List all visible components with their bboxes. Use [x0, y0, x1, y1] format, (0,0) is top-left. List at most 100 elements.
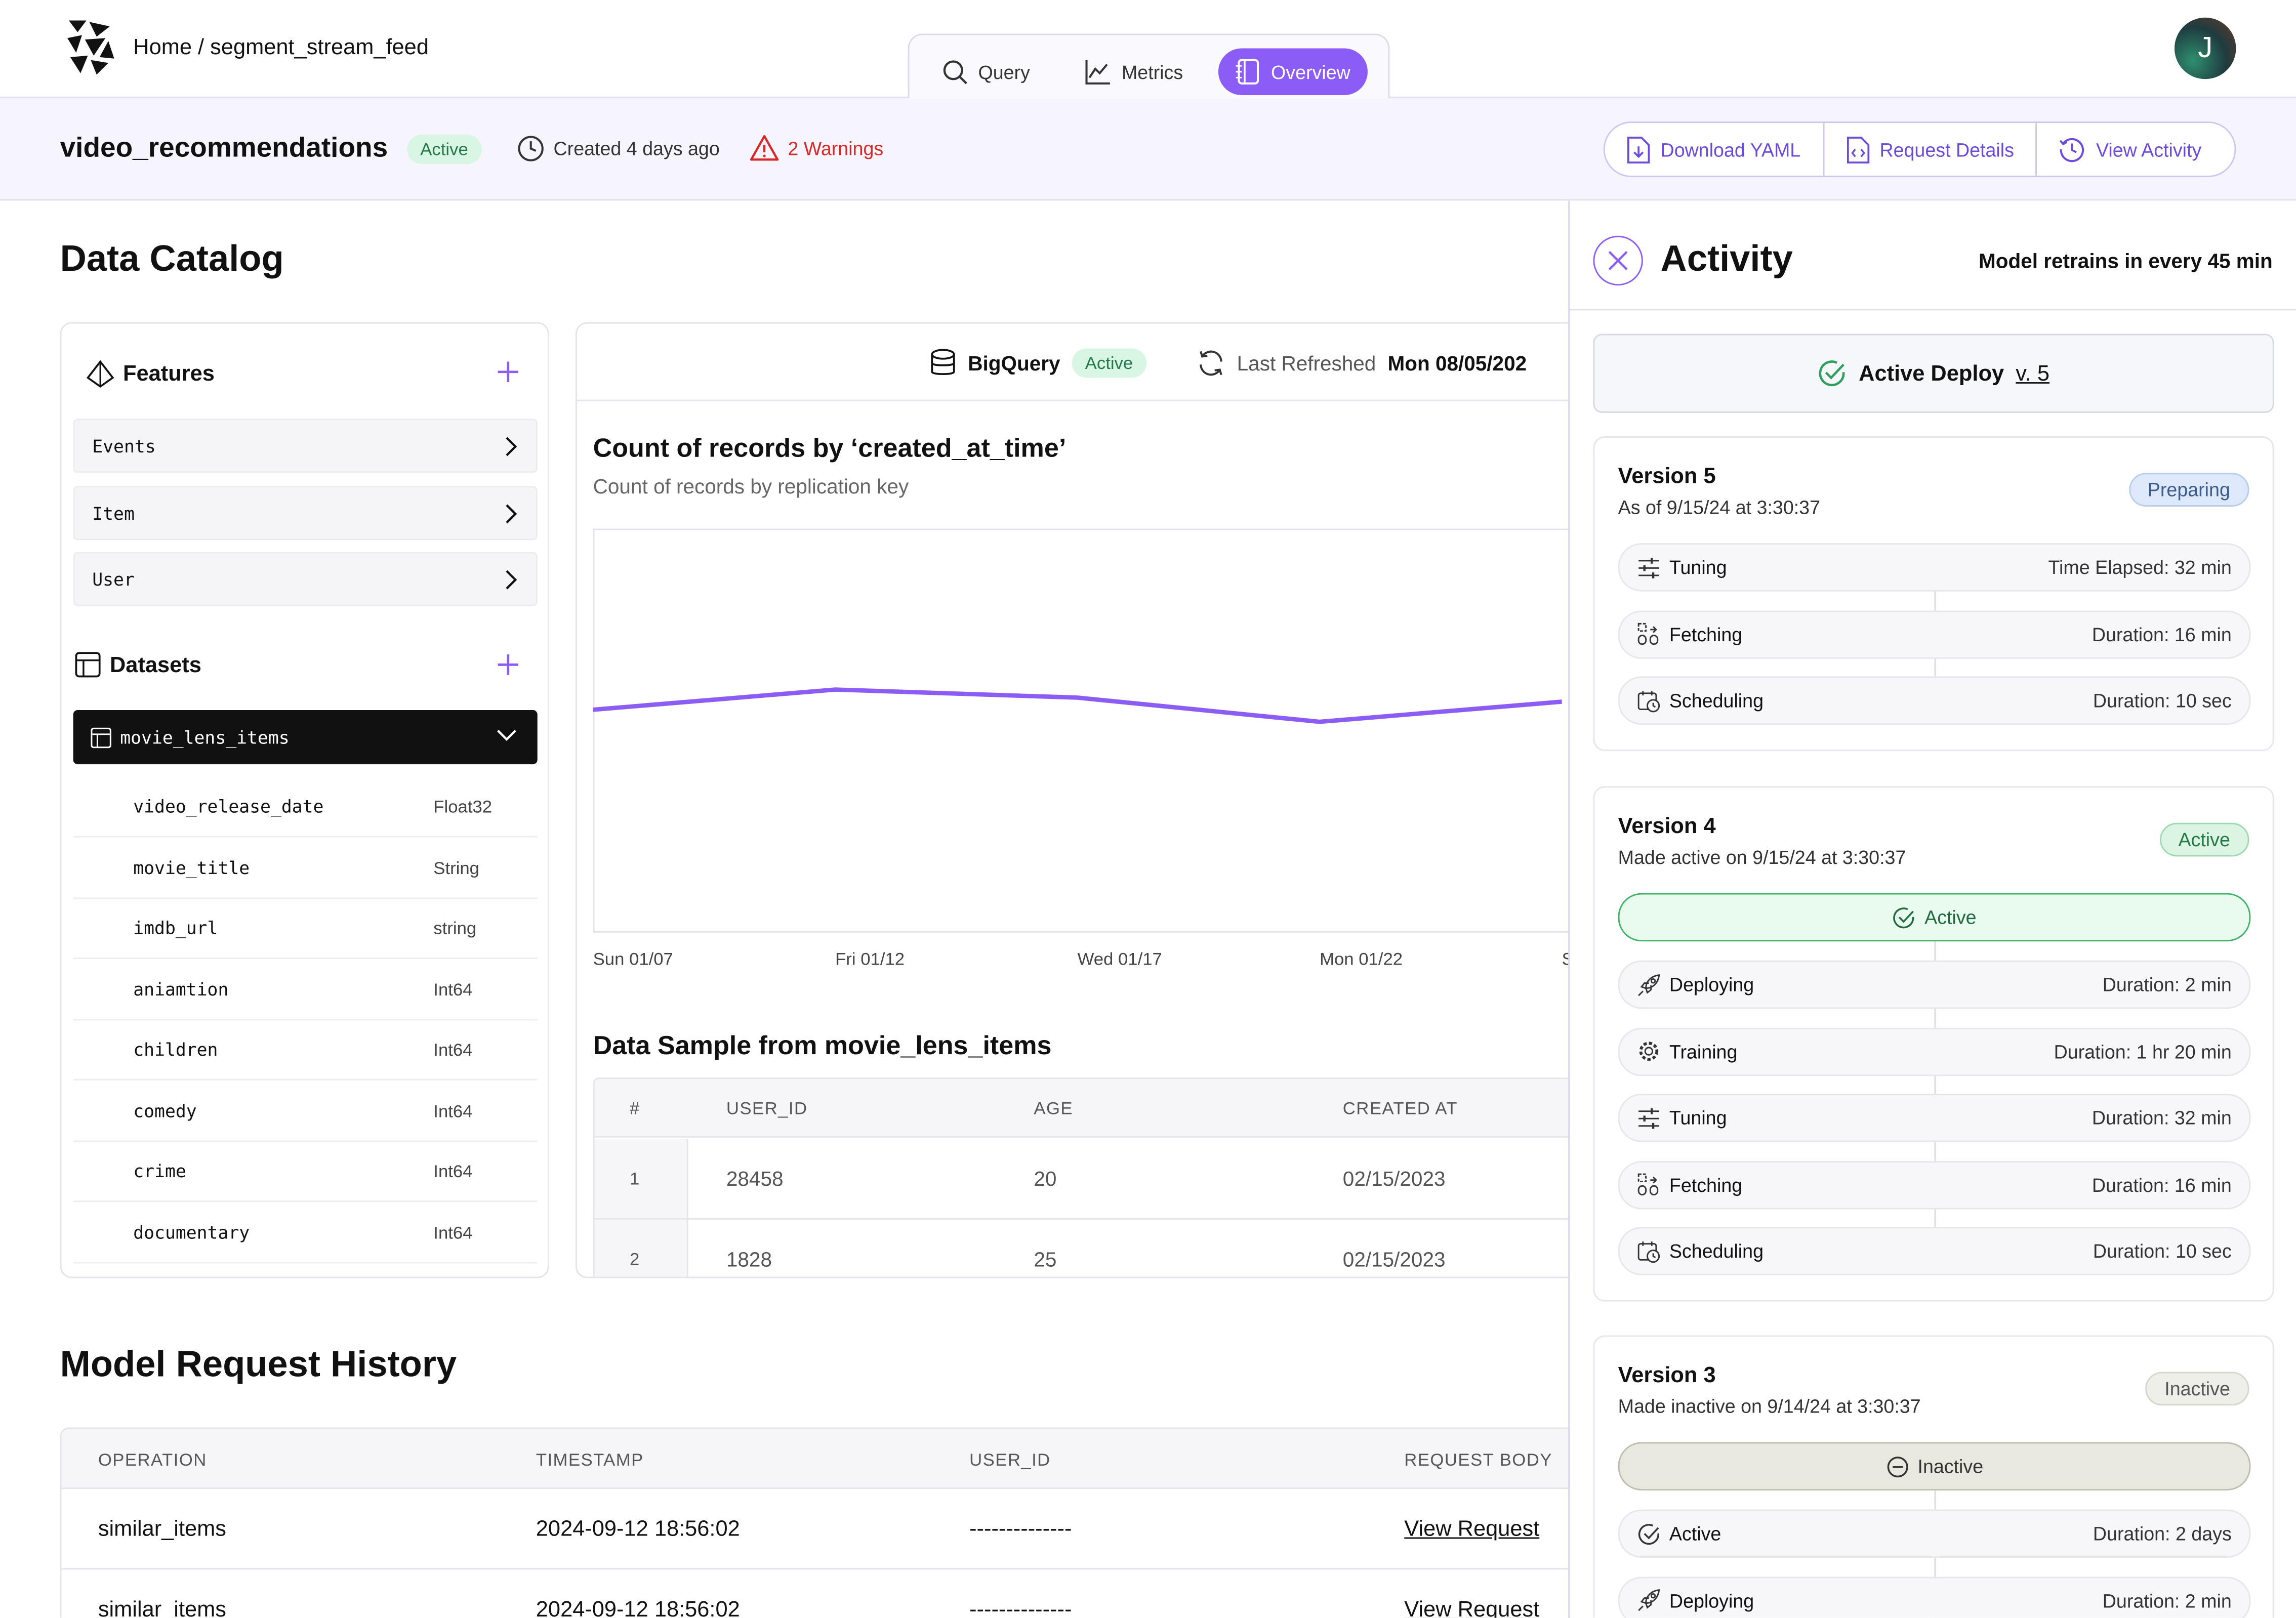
search-icon [941, 59, 968, 85]
column-name: aniamtion [133, 978, 229, 1000]
dataset-column-row[interactable]: movie_title String [73, 838, 538, 898]
calendar-clock-icon [1637, 689, 1660, 712]
column-header: # [629, 1098, 640, 1119]
column-header: REQUEST BODY [1404, 1449, 1552, 1470]
avatar[interactable]: J [2174, 17, 2236, 79]
clock-icon [517, 135, 545, 162]
x-tick-label: Wed 01/17 [1078, 949, 1162, 969]
feature-user[interactable]: User [73, 552, 538, 606]
version-state-pill[interactable]: Active [1618, 893, 2251, 942]
column-header: USER_ID [969, 1449, 1051, 1470]
version-status-badge: Preparing [2128, 473, 2249, 507]
version-card: Version 5 As of 9/15/24 at 3:30:37 Prepari… [1593, 436, 2274, 751]
refreshed-value: Mon 08/05/202 [1387, 351, 1527, 375]
tab-overview[interactable]: Overview [1218, 48, 1368, 96]
close-icon[interactable] [1593, 235, 1643, 286]
download-yaml-button[interactable]: Download YAML [1605, 123, 1824, 176]
feature-events[interactable]: Events [73, 419, 538, 473]
dataset-column-row[interactable]: aniamtion Int64 [73, 960, 538, 1020]
table-row: similar_items 2024-09-12 18:56:02 ------… [62, 1569, 1611, 1618]
table-row[interactable]: 1 28458 20 02/15/2023 [594, 1139, 1600, 1220]
activity-title: Activity [1660, 238, 1793, 280]
feature-item[interactable]: Item [73, 486, 538, 541]
pipeline-step[interactable]: Active Duration: 2 days [1618, 1509, 2251, 1558]
chart-title: Count of records by ‘created_at_time’ [593, 433, 1067, 463]
table-icon [91, 727, 111, 748]
active-deploy-banner[interactable]: Active Deploy v. 5 [1593, 334, 2274, 413]
top-bar: Home / segment_stream_feed Query Metrics… [0, 0, 2296, 100]
check-circle-icon [1892, 905, 1915, 929]
view-request-link[interactable]: View Request [1404, 1597, 1540, 1618]
request-history-title: Model Request History [60, 1344, 457, 1385]
add-dataset-icon[interactable] [497, 653, 520, 676]
column-type: Int64 [433, 1222, 473, 1242]
view-request-link[interactable]: View Request [1404, 1517, 1540, 1542]
pipeline-step[interactable]: Fetching Duration: 16 min [1618, 609, 2251, 658]
version-subtitle: As of 9/15/24 at 3:30:37 [1618, 496, 1821, 519]
pipeline-step[interactable]: Scheduling Duration: 10 sec [1618, 676, 2251, 725]
dataset-detail-card: BigQuery Active Last Refreshed Mon 08/05… [575, 322, 1601, 1278]
app-logo-icon[interactable] [64, 18, 117, 76]
pipeline-step[interactable]: Deploying Duration: 2 min [1618, 960, 2251, 1009]
version-subtitle: Made active on 9/15/24 at 3:30:37 [1618, 846, 1906, 868]
column-type: Int64 [433, 978, 473, 1000]
pipeline-step[interactable]: Scheduling Duration: 10 sec [1618, 1227, 2251, 1275]
step-duration: Duration: 1 hr 20 min [2054, 1040, 2232, 1062]
fetch-icon [1637, 622, 1660, 645]
column-type: Int64 [433, 1161, 473, 1182]
datasets-title: Datasets [109, 652, 201, 677]
pipeline-step[interactable]: Fetching Duration: 16 min [1618, 1160, 2251, 1209]
x-tick-label: Sun 01/07 [593, 949, 673, 969]
dataset-column-row[interactable]: imdb_url string [73, 899, 538, 959]
warnings-link[interactable]: 2 Warnings [750, 135, 883, 161]
view-activity-button[interactable]: View Activity [2037, 123, 2223, 176]
database-icon [930, 349, 956, 378]
model-status-badge: Active [407, 135, 481, 164]
request-details-button[interactable]: Request Details [1824, 123, 2038, 176]
column-type: String [433, 857, 480, 878]
step-label: Deploying [1669, 973, 1754, 996]
download-file-icon [1627, 136, 1650, 163]
step-duration: Duration: 10 sec [2093, 689, 2232, 712]
pipeline-step[interactable]: Tuning Duration: 32 min [1618, 1093, 2251, 1142]
step-duration: Time Elapsed: 32 min [2048, 556, 2232, 578]
minus-circle-icon [1885, 1455, 1909, 1478]
dataset-name: movie_lens_items [120, 727, 290, 748]
fetch-icon [1637, 1173, 1660, 1196]
step-duration: Duration: 2 days [2093, 1522, 2232, 1545]
dataset-column-row[interactable]: comedy Int64 [73, 1081, 538, 1142]
model-actions: Download YAML Request Details View Activ… [1603, 121, 2236, 178]
activity-panel: Activity Model retrains in every 45 min … [1568, 200, 2296, 1618]
request-history-table: OPERATION TIMESTAMP USER_ID REQUEST BODY… [60, 1427, 1613, 1618]
x-tick-label: Fri 01/12 [835, 949, 905, 969]
tab-query-label: Query [978, 61, 1030, 83]
feature-label: User [92, 568, 135, 590]
step-label: Active [1669, 1522, 1721, 1545]
refresh-icon[interactable] [1196, 349, 1225, 378]
sample-table-header: # USER_ID AGE CREATED AT [594, 1079, 1600, 1138]
pipeline-step[interactable]: Tuning Time Elapsed: 32 min [1618, 543, 2251, 592]
pipeline-step[interactable]: Training Duration: 1 hr 20 min [1618, 1027, 2251, 1075]
pipeline-step[interactable]: Deploying Duration: 2 min [1618, 1576, 2251, 1618]
breadcrumb[interactable]: Home / segment_stream_feed [133, 35, 429, 60]
dataset-movie-lens-items[interactable]: movie_lens_items [73, 710, 538, 765]
step-duration: Duration: 2 min [2102, 1589, 2232, 1611]
add-feature-icon[interactable] [497, 360, 520, 384]
active-deploy-version[interactable]: v. 5 [2016, 361, 2050, 386]
dataset-column-row[interactable]: children Int64 [73, 1020, 538, 1081]
dataset-column-row[interactable]: video_release_date Float32 [73, 777, 538, 838]
sliders-icon [1637, 556, 1660, 579]
dataset-column-row[interactable]: crime Int64 [73, 1142, 538, 1202]
refreshed-label: Last Refreshed [1237, 351, 1376, 375]
table-row[interactable]: 2 1828 25 02/15/2023 [629, 1247, 1446, 1271]
step-label: Deploying [1669, 1589, 1754, 1611]
tab-metrics[interactable]: Metrics [1068, 48, 1201, 95]
step-duration: Duration: 32 min [2092, 1107, 2232, 1129]
version-state-pill[interactable]: Inactive [1618, 1442, 2251, 1490]
check-circle-icon [1637, 1522, 1660, 1545]
datasets-header: Datasets [75, 651, 201, 678]
model-name: video_recommendations [60, 133, 388, 164]
dataset-column-row[interactable]: documentary Int64 [73, 1203, 538, 1263]
step-duration: Duration: 10 sec [2093, 1240, 2232, 1262]
tab-query[interactable]: Query [924, 48, 1047, 95]
